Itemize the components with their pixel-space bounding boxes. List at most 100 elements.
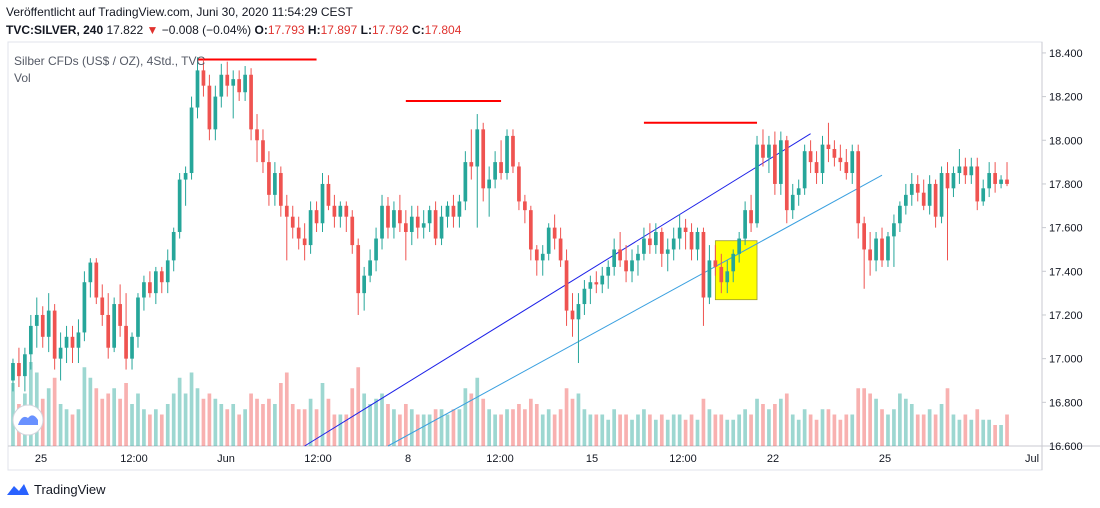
candle [695, 227, 700, 261]
volume-bar [898, 393, 902, 446]
candle-body [975, 166, 980, 202]
volume-bar [862, 388, 867, 446]
volume-bar [284, 372, 289, 446]
candle [243, 66, 247, 101]
candle-body [243, 74, 247, 93]
volume-bar [677, 414, 682, 446]
candle-body [582, 288, 587, 305]
volume-bar [582, 409, 587, 446]
volume-bar [761, 404, 765, 446]
candle [523, 194, 527, 224]
candle-body [249, 74, 253, 130]
candle-body [159, 271, 164, 283]
candle-body [368, 260, 372, 276]
candle [207, 74, 212, 141]
candle [987, 162, 992, 198]
time-tick-label: 8 [405, 453, 411, 465]
candle-body [880, 238, 884, 261]
candle [719, 253, 724, 294]
volume-bar [356, 367, 361, 446]
candle [28, 314, 33, 370]
volume-bar [100, 398, 105, 446]
candle [534, 245, 539, 276]
candle [796, 179, 801, 206]
close-value: 17.804 [424, 23, 462, 37]
volume-bar [368, 404, 372, 446]
candle [225, 61, 230, 97]
candle [743, 201, 747, 246]
candle-body [903, 194, 908, 206]
candle [659, 227, 664, 267]
candle-body [648, 238, 652, 246]
candle [761, 129, 765, 167]
candle [463, 151, 468, 211]
candle [52, 304, 57, 370]
volume-bar [903, 398, 908, 446]
candle-body [415, 216, 420, 228]
candle-body [207, 85, 212, 130]
volume-bar [332, 414, 337, 446]
candle [278, 166, 283, 217]
volume-bar [701, 398, 706, 446]
price-tick-label: 17.800 [1049, 179, 1083, 191]
candle-body [981, 188, 986, 202]
candle [100, 284, 105, 326]
candle-body [523, 201, 527, 211]
time-tick-label: 22 [767, 453, 779, 465]
candle [606, 260, 611, 289]
volume-bar [70, 414, 75, 446]
candle-body [570, 310, 575, 320]
candle-body [898, 205, 902, 224]
candle-body [493, 162, 497, 180]
candle [34, 297, 39, 348]
candle-body [683, 227, 688, 232]
candle [142, 275, 146, 311]
candle-body [136, 297, 140, 337]
candle-body [820, 144, 825, 174]
volume-bar [892, 409, 896, 446]
candle [445, 201, 450, 228]
volume-bar [624, 414, 628, 446]
candle [731, 249, 736, 283]
volume-bar [749, 414, 753, 446]
candle-body [886, 236, 890, 261]
volume-bar [171, 393, 176, 446]
candle-body [17, 363, 21, 377]
candle [332, 194, 337, 228]
volume-bar [267, 398, 271, 446]
volume-bar [880, 409, 884, 446]
candle-body [868, 249, 872, 261]
candle [933, 179, 938, 228]
candle-body [1005, 179, 1009, 184]
candle-body [201, 70, 206, 86]
volume-bar [308, 398, 313, 446]
volume-bar [11, 383, 15, 446]
candle-body [350, 216, 355, 246]
candle-body [915, 183, 920, 193]
candle [308, 201, 313, 254]
volume-bar [457, 409, 462, 446]
time-tick-label: 25 [35, 453, 47, 465]
last-price: 17.822 [106, 23, 144, 37]
brand-name: TradingView [34, 481, 106, 497]
candle [362, 266, 367, 311]
support-trendline [387, 174, 883, 447]
volume-bar [58, 404, 63, 446]
candle-body [517, 166, 521, 202]
candle-body [320, 183, 325, 224]
time-tick-label: 12:00 [304, 453, 332, 465]
volume-bar [820, 409, 825, 446]
candle [189, 96, 194, 180]
candle-body [302, 238, 307, 246]
price-tick-label: 17.000 [1049, 354, 1083, 366]
price-tick-label: 18.200 [1049, 92, 1083, 104]
candle [725, 260, 730, 294]
candle-body [659, 231, 664, 254]
candle [636, 245, 640, 276]
candle-body [778, 140, 783, 184]
candle-body [826, 144, 831, 150]
candle-body [189, 107, 194, 174]
candle-body [46, 310, 51, 337]
volume-bar [398, 414, 402, 446]
